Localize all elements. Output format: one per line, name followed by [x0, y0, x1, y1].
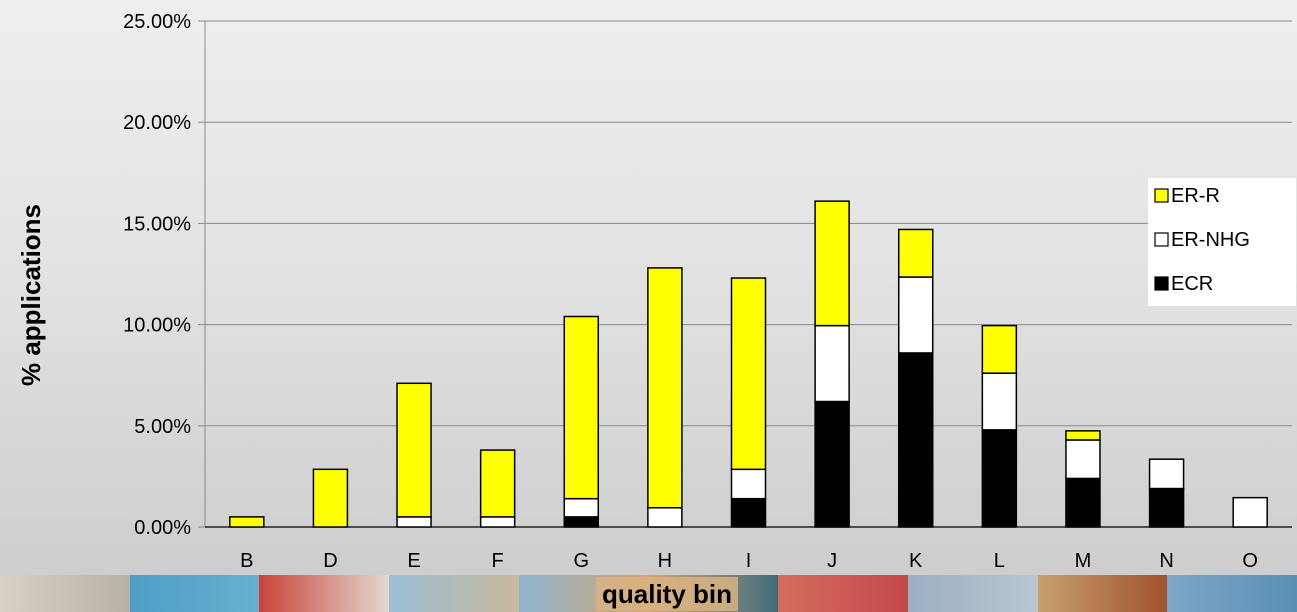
bar-segment-er-r	[814, 200, 850, 327]
bar-segment-er-nhg	[1232, 496, 1268, 528]
bar-segment-er-r	[730, 277, 767, 471]
y-tick-label: 0.00%	[134, 517, 191, 539]
bar-segment-er-r	[897, 228, 934, 278]
x-tick-label: I	[746, 550, 752, 572]
bar-segment-er-nhg	[563, 497, 600, 518]
bar-segment-er-r	[563, 315, 600, 500]
bar-segment-ecr	[897, 352, 934, 528]
y-tick-label: 15.00%	[123, 213, 191, 235]
x-tick-label: F	[492, 550, 504, 572]
y-tick-label: 10.00%	[123, 315, 191, 337]
y-tick-label: 5.00%	[134, 416, 191, 438]
x-tick-label: B	[240, 550, 253, 572]
x-tick-label: M	[1075, 550, 1092, 572]
x-tick-label: N	[1159, 550, 1173, 572]
x-tick-label: O	[1242, 550, 1258, 572]
legend-label: ECR	[1171, 273, 1213, 295]
bar-segment-er-nhg	[479, 516, 516, 528]
bar-segment-er-nhg	[981, 372, 1018, 431]
x-tick-label: E	[407, 550, 420, 572]
y-tick-label: 20.00%	[123, 112, 191, 134]
legend-swatch	[1154, 232, 1169, 247]
y-tick-label: 25.00%	[123, 11, 191, 33]
legend-swatch	[1154, 276, 1169, 291]
legend: ER-R ER-NHG ECR	[1148, 178, 1296, 306]
legend-swatch	[1154, 188, 1169, 203]
bar-segment-er-r	[312, 468, 349, 528]
bar-segment-er-nhg	[396, 516, 432, 528]
bar-segment-ecr	[981, 429, 1018, 528]
bar-segment-er-nhg	[730, 468, 767, 500]
x-tick-label: K	[909, 550, 923, 572]
x-axis-label-highlight	[596, 577, 738, 611]
bar-segment-er-r	[647, 267, 683, 509]
x-tick-label: D	[323, 550, 337, 572]
legend-box	[1148, 178, 1296, 306]
bar-segment-er-nhg	[814, 324, 850, 403]
bar-segment-ecr	[563, 516, 600, 528]
bar-segment-er-r	[981, 324, 1018, 374]
x-tick-label: G	[573, 550, 589, 572]
bar-segment-er-r	[396, 382, 432, 518]
bar-segment-er-nhg	[1148, 458, 1185, 490]
bar-segment-er-nhg	[897, 276, 934, 354]
y-tick-labels: 0.00% 5.00% 10.00% 15.00% 20.00% 25.00%	[123, 11, 191, 539]
legend-label: ER-R	[1171, 185, 1220, 207]
bars	[229, 200, 1268, 528]
bar-segment-er-r	[1065, 430, 1101, 441]
bar-segment-ecr	[814, 400, 850, 528]
bar-segment-ecr	[1148, 487, 1185, 528]
y-axis-label: % applications	[16, 204, 46, 386]
bar-segment-er-r	[229, 516, 265, 528]
bar-segment-er-nhg	[647, 507, 683, 528]
legend-label: ER-NHG	[1171, 229, 1250, 251]
x-tick-label: J	[827, 550, 837, 572]
x-tick-label: H	[658, 550, 672, 572]
bar-segment-ecr	[1065, 477, 1101, 528]
x-axis-label: quality bin	[602, 579, 732, 609]
bar-segment-er-nhg	[1065, 439, 1101, 480]
x-tick-label: L	[994, 550, 1005, 572]
bar-segment-er-r	[479, 449, 516, 518]
bar-segment-ecr	[730, 497, 767, 528]
